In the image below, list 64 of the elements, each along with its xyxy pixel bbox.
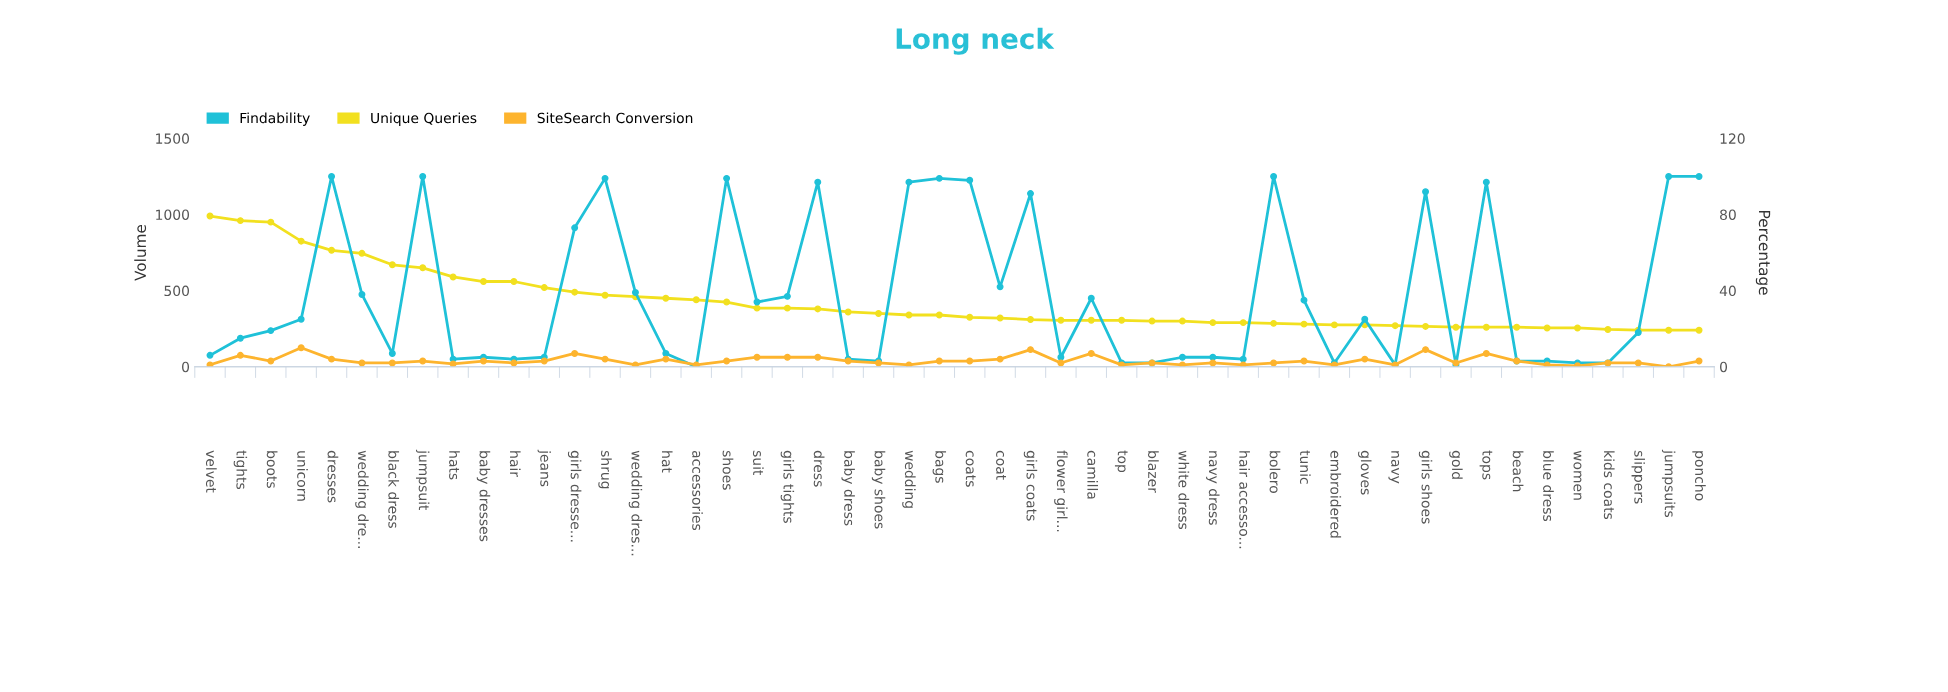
x-tick-label: kids coats (1603, 451, 1615, 520)
x-tick-label: navy (1388, 451, 1400, 484)
x-tick-label: navy dress (1206, 451, 1220, 525)
x-tick-label: dresses (327, 450, 339, 503)
x-tick-label: suit (752, 450, 764, 476)
x-tick-label: velvet (205, 450, 217, 493)
y-axis-title: Volume (134, 224, 147, 281)
y-tick-label: 0 (182, 361, 190, 373)
x-tick-label: slippers (1631, 450, 1645, 504)
y2-tick-label: 80 (1720, 209, 1736, 220)
y2-axis-title: Percentage (1755, 211, 1771, 295)
x-tick-label: wedding dre... (355, 450, 369, 549)
x-tick-label: unicorn (297, 451, 308, 501)
x-tick-label: top (1114, 450, 1128, 473)
x-tick-label: accessories (692, 450, 703, 531)
legend-label: Findability (240, 112, 310, 126)
x-tick-label: blazer (1148, 451, 1159, 493)
x-tick-label: shoes (722, 450, 734, 490)
x-tick-label: jeans (537, 449, 551, 487)
x-tick-label: jumpsuit (416, 449, 430, 511)
x-tick-label: beach (1512, 451, 1524, 492)
chart-title: Long neck (896, 27, 1055, 55)
x-tick-label: hat (661, 451, 673, 473)
x-tick-label: boots (266, 451, 278, 488)
x-tick-label: bolero (1269, 451, 1281, 493)
x-tick-label: jumpsuits (1661, 449, 1676, 517)
x-tick-label: girls tights (780, 450, 795, 523)
x-tick-label: coats (965, 450, 976, 487)
x-tick-label: camilla (1087, 450, 1098, 499)
x-tick-label: women (1573, 450, 1582, 500)
x-tick-label: black dress (388, 451, 400, 528)
x-tick-label: white dress (1178, 450, 1190, 530)
x-tick-label: wedding dres... (628, 450, 643, 556)
x-tick-label: gold (1449, 450, 1463, 479)
x-tick-label: girls dresse... (567, 450, 582, 542)
x-tick-label: gloves (1358, 450, 1372, 495)
x-tick-label: girls shoes (1418, 450, 1433, 524)
y-tick-label: 1500 (156, 133, 190, 144)
x-tick-label: baby shoes (871, 451, 886, 529)
x-tick-label: tunic (1299, 450, 1311, 484)
x-tick-label: flower girl... (1054, 450, 1068, 532)
x-tick-label: tops (1479, 450, 1493, 480)
x-tick-label: embroidered (1330, 450, 1342, 538)
y2-tick-label: 120 (1720, 133, 1745, 144)
legend-label: Unique Queries (371, 112, 477, 126)
x-tick-label: bags (932, 451, 947, 483)
x-tick-label: wedding (902, 450, 916, 508)
x-tick-label: poncho (1692, 451, 1706, 501)
x-tick-label: shrug (598, 450, 612, 489)
x-tick-label: baby dresses (476, 451, 491, 542)
x-tick-label: baby dress (841, 451, 855, 526)
y-tick-label: 1000 (156, 209, 190, 220)
x-tick-label: hats (449, 451, 460, 480)
y2-tick-label: 0 (1720, 361, 1728, 373)
x-tick-label: blue dress (1543, 451, 1554, 522)
y-tick-label: 500 (164, 285, 190, 297)
y2-tick-label: 40 (1719, 285, 1736, 297)
x-tick-label: coat (996, 450, 1007, 480)
x-tick-label: hair accesso... (1239, 451, 1250, 549)
x-tick-label: dress (813, 450, 825, 487)
x-tick-label: hair (509, 451, 521, 477)
legend-label: SiteSearch Conversion (537, 112, 693, 124)
x-tick-label: tights (233, 450, 248, 490)
x-tick-label: girls coats (1023, 450, 1038, 521)
